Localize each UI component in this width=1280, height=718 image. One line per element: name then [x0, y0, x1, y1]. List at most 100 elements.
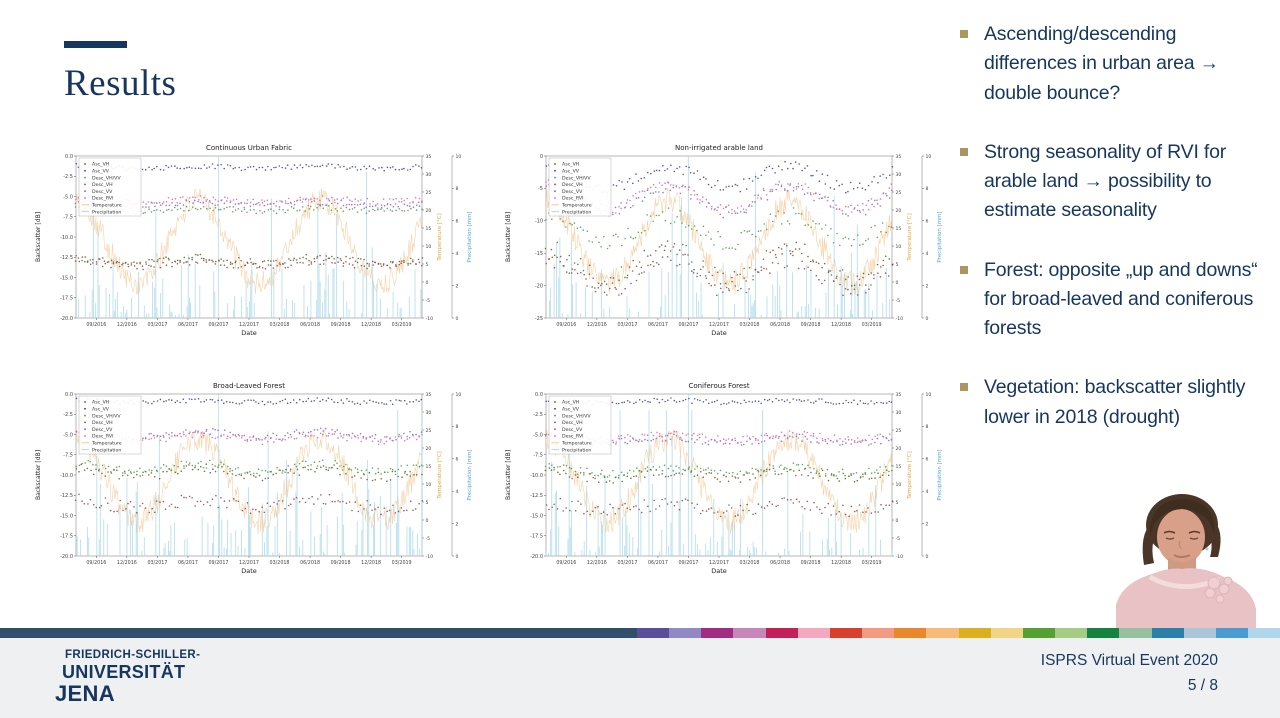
svg-text:-10.0: -10.0 — [530, 473, 543, 479]
svg-text:2: 2 — [456, 283, 459, 289]
svg-text:Temperature: Temperature — [561, 203, 592, 209]
footer-right: ISPRS Virtual Event 2020 5 / 8 — [1041, 652, 1218, 695]
svg-text:-5: -5 — [896, 536, 901, 542]
svg-text:-2.5: -2.5 — [63, 412, 73, 418]
svg-text:-5.0: -5.0 — [533, 432, 543, 438]
footer: FRIEDRICH-SCHILLER- UNIVERSITÄT JENA ISP… — [0, 638, 1280, 718]
title-block: Results — [64, 41, 176, 105]
svg-text:12/2016: 12/2016 — [587, 322, 607, 328]
svg-text:0.0: 0.0 — [65, 392, 73, 398]
stripe-segment — [1151, 628, 1184, 638]
svg-text:12/2016: 12/2016 — [117, 322, 137, 328]
svg-text:-20: -20 — [535, 283, 543, 289]
bullet-square-icon — [960, 147, 968, 156]
svg-text:0.0: 0.0 — [535, 392, 543, 398]
svg-text:Desc_RVI: Desc_RVI — [562, 434, 583, 440]
svg-text:Desc_VH/VV: Desc_VH/VV — [562, 175, 591, 181]
chart-non-irrigated-arable-land: Non-irrigated arable land Backscatter [dB… — [500, 140, 970, 340]
bullet-text: Vegetation: backscatter slightly lower i… — [984, 376, 1246, 428]
svg-text:8: 8 — [456, 186, 459, 192]
svg-text:-5: -5 — [538, 186, 543, 192]
svg-text:-2.5: -2.5 — [533, 412, 543, 418]
svg-text:Precipitation [mm]: Precipitation [mm] — [467, 449, 473, 500]
svg-text:Asc_VH: Asc_VH — [562, 162, 580, 168]
title-accent-bar — [64, 41, 127, 48]
svg-text:-10: -10 — [535, 219, 543, 225]
chart-continuous-urban-fabric: Continuous Urban Fabric Backscatter [dB] D… — [30, 140, 500, 340]
svg-text:Asc_VV: Asc_VV — [562, 407, 580, 413]
svg-text:10: 10 — [426, 244, 432, 250]
stripe-segment — [669, 628, 702, 638]
svg-text:12/2016: 12/2016 — [117, 560, 137, 566]
bullet-list: Ascending/descending differences in urba… — [958, 20, 1272, 432]
svg-text:12/2017: 12/2017 — [709, 560, 729, 566]
svg-text:0: 0 — [426, 518, 429, 524]
stripe-segment — [894, 628, 927, 638]
bullet-item: Forest: opposite „up and downs“ for broa… — [958, 256, 1272, 344]
svg-text:-12.5: -12.5 — [60, 493, 73, 499]
svg-text:03/2019: 03/2019 — [392, 322, 412, 328]
svg-text:20: 20 — [426, 446, 432, 452]
svg-text:03/2018: 03/2018 — [740, 560, 760, 566]
svg-text:0: 0 — [456, 554, 459, 560]
svg-text:03/2019: 03/2019 — [392, 560, 412, 566]
svg-text:06/2017: 06/2017 — [178, 322, 198, 328]
svg-text:Non-irrigated arable land: Non-irrigated arable land — [675, 144, 763, 152]
svg-text:Asc_VH: Asc_VH — [92, 162, 110, 168]
svg-text:-10: -10 — [896, 316, 904, 322]
logo-line-3: JENA — [55, 681, 115, 706]
university-logo: FRIEDRICH-SCHILLER- UNIVERSITÄT JENA — [55, 649, 200, 705]
svg-text:12/2017: 12/2017 — [239, 322, 259, 328]
svg-text:Desc_VH: Desc_VH — [92, 182, 113, 188]
svg-text:6: 6 — [456, 457, 459, 463]
svg-text:0: 0 — [896, 280, 899, 286]
bullet-item: Strong seasonality of RVI for arable lan… — [958, 138, 1272, 226]
svg-text:09/2016: 09/2016 — [556, 322, 576, 328]
svg-text:06/2018: 06/2018 — [770, 322, 790, 328]
stripe-segment — [926, 628, 959, 638]
svg-text:Backscatter [dB]: Backscatter [dB] — [505, 212, 512, 262]
svg-text:Desc_VH/VV: Desc_VH/VV — [562, 413, 591, 419]
svg-text:09/2017: 09/2017 — [679, 322, 699, 328]
svg-text:Continuous Urban Fabric: Continuous Urban Fabric — [206, 144, 292, 152]
bullet-item: Vegetation: backscatter slightly lower i… — [958, 373, 1272, 432]
svg-text:-20.0: -20.0 — [60, 316, 73, 322]
svg-text:03/2017: 03/2017 — [617, 322, 637, 328]
svg-text:06/2017: 06/2017 — [648, 322, 668, 328]
svg-text:Desc_VH: Desc_VH — [562, 420, 583, 426]
svg-text:Desc_RVI: Desc_RVI — [92, 196, 113, 202]
stripe-segment — [1183, 628, 1216, 638]
page-title: Results — [64, 63, 177, 104]
svg-text:Temperature: Temperature — [561, 441, 592, 447]
svg-text:03/2017: 03/2017 — [147, 322, 167, 328]
svg-text:03/2018: 03/2018 — [270, 322, 290, 328]
svg-text:8: 8 — [926, 186, 929, 192]
bullet-text: Ascending/descending differences in urba… — [984, 23, 1219, 104]
svg-text:-12.5: -12.5 — [60, 255, 73, 261]
svg-text:Asc_VH: Asc_VH — [562, 400, 580, 406]
svg-text:10: 10 — [896, 482, 902, 488]
page-number: 5 / 8 — [1187, 677, 1218, 694]
svg-text:35: 35 — [426, 392, 432, 398]
svg-text:2: 2 — [926, 283, 929, 289]
svg-text:Precipitation [mm]: Precipitation [mm] — [467, 211, 473, 262]
svg-text:Asc_VV: Asc_VV — [562, 169, 580, 175]
svg-text:-20.0: -20.0 — [60, 554, 73, 560]
svg-text:20: 20 — [896, 208, 902, 214]
svg-text:0: 0 — [426, 280, 429, 286]
svg-text:Precipitation [mm]: Precipitation [mm] — [937, 211, 943, 262]
svg-text:09/2017: 09/2017 — [209, 560, 229, 566]
svg-text:0: 0 — [926, 316, 929, 322]
footer-navy-bar — [0, 628, 637, 638]
svg-text:0: 0 — [456, 316, 459, 322]
svg-text:12/2017: 12/2017 — [239, 560, 259, 566]
stripe-segment — [733, 628, 766, 638]
footer-divider — [0, 628, 1280, 638]
svg-text:03/2017: 03/2017 — [147, 560, 167, 566]
svg-text:5: 5 — [426, 262, 429, 268]
svg-text:06/2018: 06/2018 — [770, 560, 790, 566]
svg-text:12/2018: 12/2018 — [361, 560, 381, 566]
svg-text:5: 5 — [426, 500, 429, 506]
svg-text:20: 20 — [896, 446, 902, 452]
presenter-illustration — [1116, 494, 1256, 628]
